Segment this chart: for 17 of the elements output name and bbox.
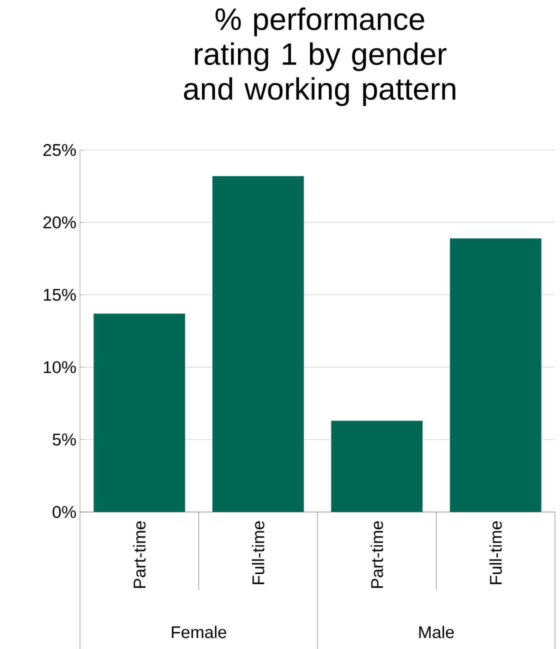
y-tick-label: 25% bbox=[43, 144, 76, 156]
y-tick-label: 5% bbox=[52, 434, 76, 446]
x-tick-label: Part-time bbox=[133, 521, 146, 588]
x-tick-label: Part-time bbox=[370, 521, 384, 588]
text: Female bbox=[172, 626, 226, 638]
y-tick-label: 10% bbox=[44, 361, 76, 374]
bar bbox=[331, 420, 423, 512]
bar bbox=[450, 238, 542, 512]
bar bbox=[94, 314, 186, 512]
y-tick-label: 0% bbox=[52, 506, 76, 518]
x-tick-label: Full-time bbox=[252, 521, 264, 584]
x-tick-label: Full-time bbox=[489, 521, 502, 584]
bar bbox=[212, 176, 304, 512]
text: Male bbox=[419, 626, 454, 638]
y-tick-label: 15% bbox=[44, 288, 76, 301]
chart-title: % performance rating 1 by gender and working pattern bbox=[184, 8, 456, 106]
y-tick-label: 20% bbox=[43, 216, 76, 228]
